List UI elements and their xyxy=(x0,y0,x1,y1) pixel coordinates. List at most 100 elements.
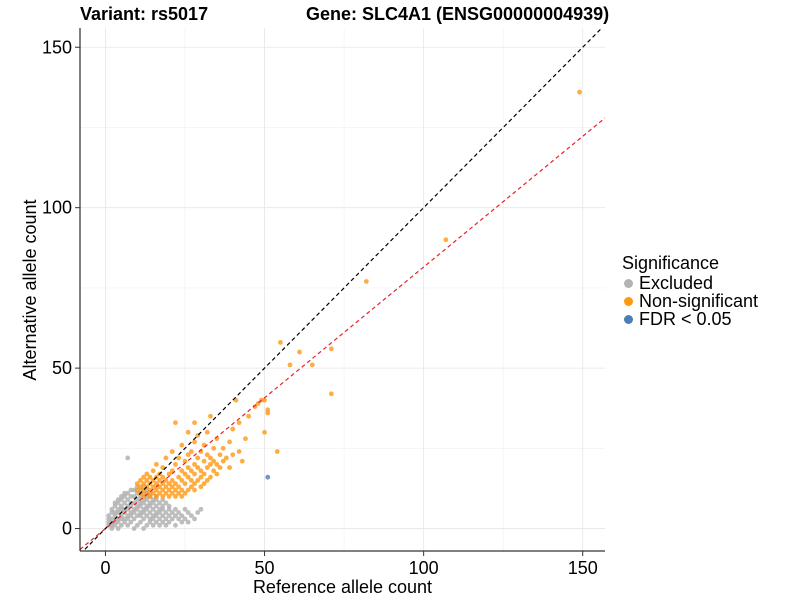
point-non-significant-105 xyxy=(214,461,220,467)
point-excluded-125 xyxy=(169,516,175,522)
reference-line-fit xyxy=(80,117,605,550)
y-axis-label: Alternative allele count xyxy=(20,199,40,381)
point-non-significant-114 xyxy=(230,452,236,458)
point-excluded-98 xyxy=(150,506,156,512)
reference-line-identity xyxy=(82,28,603,551)
point-excluded-3 xyxy=(106,513,112,519)
point-excluded-134 xyxy=(182,516,188,522)
point-excluded-130 xyxy=(176,516,182,522)
point-excluded-16 xyxy=(115,526,121,531)
point-non-significant-20 xyxy=(150,468,156,474)
point-non-significant-42 xyxy=(166,471,172,477)
point-excluded-127 xyxy=(173,522,178,528)
point-non-significant-12 xyxy=(144,471,150,477)
point-non-significant-0 xyxy=(134,487,140,493)
point-non-significant-119 xyxy=(239,458,245,464)
point-non-significant-64 xyxy=(182,471,188,477)
point-excluded-133 xyxy=(179,513,185,519)
point-non-significant-48 xyxy=(173,494,178,499)
point-non-significant-18 xyxy=(150,484,156,490)
point-non-significant-103 xyxy=(211,445,217,451)
point-non-significant-89 xyxy=(201,481,207,487)
point-non-significant-13 xyxy=(147,494,153,499)
point-non-significant-118 xyxy=(236,420,242,426)
point-non-significant-79 xyxy=(192,439,197,445)
chart-title-variant: Variant: rs5017 xyxy=(80,4,209,24)
point-excluded-118 xyxy=(163,516,169,522)
legend: Significance Excluded Non-significant FD… xyxy=(622,252,758,328)
point-excluded-126 xyxy=(169,510,175,515)
point-non-significant-63 xyxy=(182,481,188,487)
point-excluded-124 xyxy=(166,503,172,509)
legend-key-fdr xyxy=(624,314,633,324)
point-non-significant-133 xyxy=(309,362,315,368)
point-excluded-23 xyxy=(118,522,124,528)
point-non-significant-68 xyxy=(185,465,191,470)
point-non-significant-71 xyxy=(188,484,194,490)
point-non-significant-131 xyxy=(287,362,293,368)
point-excluded-52 xyxy=(131,526,137,531)
point-non-significant-39 xyxy=(166,494,172,499)
point-non-significant-83 xyxy=(195,455,201,461)
point-non-significant-25 xyxy=(153,461,159,467)
legend-key-non-significant xyxy=(624,296,633,306)
point-non-significant-99 xyxy=(208,455,213,461)
point-non-significant-76 xyxy=(192,481,197,487)
point-non-significant-115 xyxy=(230,426,236,432)
point-non-significant-85 xyxy=(198,484,204,490)
point-non-significant-26 xyxy=(157,490,162,496)
point-non-significant-49 xyxy=(173,487,178,493)
point-excluded-135 xyxy=(182,506,188,512)
point-excluded-7 xyxy=(109,516,115,522)
legend-item-non-significant: Non-significant xyxy=(622,292,758,310)
y-tick-label: 100 xyxy=(42,198,72,218)
chart-title-gene: Gene: SLC4A1 (ENSG00000004939) xyxy=(306,4,610,24)
point-non-significant-54 xyxy=(176,484,182,490)
point-excluded-66 xyxy=(138,519,143,525)
point-non-significant-65 xyxy=(182,458,188,464)
point-excluded-34 xyxy=(122,500,127,506)
point-excluded-59 xyxy=(134,522,140,528)
point-excluded-129 xyxy=(173,506,178,512)
point-non-significant-60 xyxy=(179,468,185,474)
point-non-significant-8 xyxy=(141,474,147,480)
legend-label-non-significant: Non-significant xyxy=(639,291,759,311)
point-non-significant-67 xyxy=(185,474,191,480)
point-non-significant-91 xyxy=(201,458,207,464)
point-non-significant-1 xyxy=(134,481,140,487)
point-non-significant-4 xyxy=(138,478,143,483)
point-non-significant-66 xyxy=(185,487,191,493)
point-non-significant-134 xyxy=(328,391,334,397)
point-non-significant-21 xyxy=(153,494,159,499)
point-excluded-44 xyxy=(125,455,131,461)
point-excluded-115 xyxy=(160,503,166,509)
point-non-significant-3 xyxy=(138,484,143,490)
point-non-significant-69 xyxy=(185,452,191,458)
point-fdr-0-05-0 xyxy=(265,474,271,480)
x-tick-label: 150 xyxy=(568,558,598,578)
point-excluded-90 xyxy=(147,510,153,515)
point-non-significant-45 xyxy=(169,478,175,483)
point-non-significant-53 xyxy=(176,490,182,496)
point-non-significant-135 xyxy=(328,346,334,352)
point-non-significant-56 xyxy=(176,455,182,461)
point-non-significant-113 xyxy=(227,439,232,445)
point-non-significant-102 xyxy=(211,458,217,464)
point-non-significant-7 xyxy=(141,481,147,487)
point-excluded-37 xyxy=(125,522,131,528)
point-non-significant-96 xyxy=(204,429,210,435)
point-non-significant-80 xyxy=(192,420,197,426)
point-non-significant-30 xyxy=(160,494,166,499)
point-excluded-141 xyxy=(198,506,204,512)
point-excluded-107 xyxy=(157,522,162,528)
point-non-significant-35 xyxy=(163,490,169,496)
point-non-significant-97 xyxy=(208,474,213,480)
point-excluded-95 xyxy=(150,522,156,528)
point-excluded-111 xyxy=(157,500,162,506)
x-axis-label: Reference allele count xyxy=(252,577,433,597)
point-non-significant-72 xyxy=(188,478,194,483)
point-non-significant-93 xyxy=(204,478,210,483)
point-non-significant-98 xyxy=(208,461,213,467)
point-non-significant-28 xyxy=(157,478,162,483)
